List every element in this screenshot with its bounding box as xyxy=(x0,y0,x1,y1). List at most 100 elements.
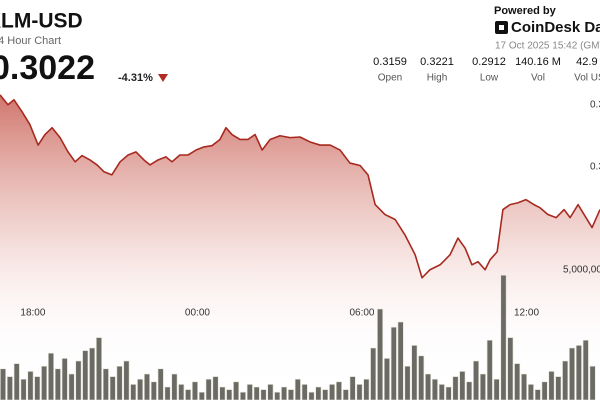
price-line xyxy=(0,94,600,279)
volume-bar xyxy=(116,365,123,400)
volume-bar xyxy=(130,384,137,400)
volume-bar xyxy=(438,384,445,400)
volume-bar xyxy=(178,384,185,400)
volume-bar xyxy=(534,389,541,400)
y2-tick-label: 5,000,000 xyxy=(563,265,600,276)
timestamp: 17 Oct 2025 15:42 (GMT) xyxy=(495,41,600,52)
stat-value: 140.16 M xyxy=(515,56,561,68)
x-tick-label: 18:00 xyxy=(20,308,45,319)
volume-bar xyxy=(342,389,349,400)
x-tick-label: 06:00 xyxy=(349,308,374,319)
stat-label: Vol xyxy=(531,73,545,84)
volume-bar xyxy=(370,347,377,400)
volume-bar xyxy=(329,384,336,400)
volume-bar xyxy=(493,378,500,400)
volume-bar xyxy=(459,371,466,400)
volume-bar xyxy=(569,347,576,400)
volume-bar xyxy=(137,378,144,400)
volume-bar xyxy=(48,352,54,400)
symbol: XLM-USD xyxy=(0,10,83,33)
volume-bar xyxy=(349,376,356,400)
volume-bar xyxy=(205,378,212,400)
volume-bar xyxy=(335,381,342,400)
volume-bar xyxy=(144,373,150,400)
stat-value: 0.3159 xyxy=(373,56,407,68)
volume-bar xyxy=(418,355,425,400)
volume-bar xyxy=(411,345,418,400)
volume-bar xyxy=(89,347,96,400)
volume-bar xyxy=(582,339,589,400)
x-tick-label: 12:00 xyxy=(514,308,539,319)
volume-bar xyxy=(466,381,473,400)
volume-bar xyxy=(479,373,486,400)
volume-bar xyxy=(548,371,555,400)
volume-bar xyxy=(431,378,438,400)
stat-label: High xyxy=(427,73,448,84)
volume-bar xyxy=(445,386,452,400)
volume-bar xyxy=(452,376,459,400)
volume-bar xyxy=(308,391,315,400)
volume-bar xyxy=(507,337,514,400)
volume-bar xyxy=(356,384,363,400)
volume-bar xyxy=(102,368,109,400)
volume-bar xyxy=(514,363,521,400)
volume-bar xyxy=(239,391,246,400)
volume-bar xyxy=(541,381,548,400)
volume-bar xyxy=(287,389,294,400)
volume-bar xyxy=(82,350,89,400)
volume-bar xyxy=(562,360,569,400)
volume-bar xyxy=(294,378,301,400)
volume-bar xyxy=(61,358,68,400)
volume-bar xyxy=(425,373,432,400)
volume-bar xyxy=(109,376,116,400)
stat-value: 0.2912 xyxy=(472,56,506,68)
volume-bar xyxy=(13,363,20,400)
volume-bar xyxy=(54,368,61,400)
powered-by: Powered by xyxy=(494,5,557,17)
volume-bar xyxy=(20,378,27,400)
volume-bar xyxy=(301,384,308,400)
volume-bar xyxy=(363,378,370,400)
volume-bar xyxy=(185,389,192,400)
price-area xyxy=(0,94,600,400)
volume-bar xyxy=(0,368,6,400)
change: -4.31% xyxy=(118,72,153,84)
volume-bar xyxy=(555,376,562,400)
subtitle: 24 Hour Chart xyxy=(0,35,61,47)
volume-bar xyxy=(589,365,596,400)
volume-bar xyxy=(527,384,534,400)
brand: CoinDesk Data xyxy=(511,19,600,36)
x-tick-label: 00:00 xyxy=(185,308,210,319)
y-tick-label: 0.31 xyxy=(590,161,600,172)
volume-bar xyxy=(486,339,493,400)
volume-bar xyxy=(246,384,253,400)
volume-bar xyxy=(473,360,480,400)
volume-bar xyxy=(315,386,322,400)
stat-label: Vol USD xyxy=(574,73,600,84)
header: XLM-USD 24 Hour Chart 0.3022 -4.31% Powe… xyxy=(0,5,600,87)
stat-value: 42.9 M xyxy=(576,56,600,68)
stat-label: Low xyxy=(480,73,499,84)
stat-value: 0.3221 xyxy=(420,56,454,68)
volume-bar xyxy=(575,345,582,400)
volume-bar xyxy=(157,368,164,400)
brand-logo-mark xyxy=(499,25,504,30)
volume-bar xyxy=(68,373,75,400)
volume-bar xyxy=(267,384,274,400)
volume-bar xyxy=(281,386,288,400)
volume-bar xyxy=(521,373,528,400)
down-arrow xyxy=(158,74,168,82)
volume-bar xyxy=(41,365,48,400)
volume-bar xyxy=(260,389,267,400)
volume-bar xyxy=(233,381,240,400)
volume-bar xyxy=(219,386,226,400)
y-tick-label: 0.32 xyxy=(590,99,600,110)
volume-bar xyxy=(96,337,102,400)
volume-bar xyxy=(390,326,397,400)
volume-bar xyxy=(164,386,171,400)
volume-bar xyxy=(34,376,41,400)
volume-bar xyxy=(404,365,411,400)
stat-label: Open xyxy=(378,73,402,84)
